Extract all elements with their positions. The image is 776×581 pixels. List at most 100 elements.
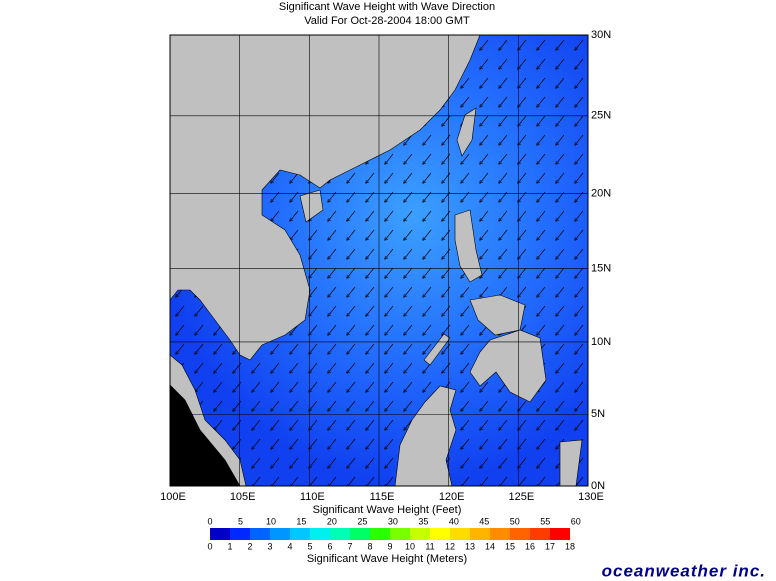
wave-arrow — [366, 343, 375, 354]
wave-arrow — [309, 267, 318, 278]
wave-arrow — [309, 381, 318, 392]
wave-arrow — [271, 362, 280, 373]
wave-arrow — [347, 248, 356, 259]
luzon — [454, 209, 483, 283]
wave-arrow — [461, 476, 470, 486]
land — [170, 35, 583, 486]
wave-arrow — [556, 210, 565, 221]
wave-arrow — [518, 267, 527, 278]
wave-arrow — [404, 267, 413, 278]
wave-arrow — [366, 400, 375, 411]
wave-arrow — [480, 77, 489, 88]
lat-tick-label: 30N — [591, 29, 611, 41]
wave-arrow — [366, 476, 375, 486]
feet-tick-label: 45 — [479, 516, 489, 526]
wave-arrow — [271, 400, 280, 411]
wave-arrow — [499, 172, 508, 183]
meter-tick-label: 3 — [267, 541, 272, 551]
wave-arrow — [328, 248, 337, 259]
wave-arrow — [347, 438, 356, 449]
wave-arrow — [518, 400, 527, 411]
meter-tick-label: 11 — [425, 541, 434, 551]
wave-arrow — [537, 324, 546, 335]
wave-arrow — [195, 305, 204, 316]
wave-arrow — [309, 400, 318, 411]
wave-arrow — [575, 248, 584, 259]
wave-arrow — [499, 39, 508, 50]
wave-arrow — [423, 324, 432, 335]
wave-arrow — [537, 210, 546, 221]
wave-arrow — [480, 286, 489, 297]
wave-arrow — [556, 400, 565, 411]
wave-arrow — [385, 267, 394, 278]
wave-arrow — [499, 476, 508, 486]
wave-arrow — [556, 172, 565, 183]
meter-tick-label: 7 — [347, 541, 352, 551]
wave-arrow — [537, 248, 546, 259]
colorbar-segment — [470, 528, 490, 540]
wave-arrow — [480, 476, 489, 486]
wave-arrow — [385, 210, 394, 221]
wave-arrow — [499, 134, 508, 145]
wave-arrow — [385, 248, 394, 259]
sulawesi — [559, 439, 583, 486]
wave-arrow — [556, 286, 565, 297]
wave-arrow — [423, 153, 432, 164]
meter-tick-label: 15 — [505, 541, 515, 551]
wave-arrow — [195, 381, 204, 392]
wave-arrow — [404, 172, 413, 183]
wave-arrow — [366, 324, 375, 335]
graticule — [170, 35, 588, 486]
wave-arrow — [423, 343, 432, 354]
meter-tick-label: 13 — [465, 541, 475, 551]
wave-arrow — [366, 172, 375, 183]
wave-arrow — [575, 324, 584, 335]
feet-tick-label: 20 — [327, 516, 337, 526]
wave-arrow — [556, 39, 565, 50]
wave-arrow — [556, 305, 565, 316]
meter-tick-label: 12 — [445, 541, 455, 551]
meters-title: Significant Wave Height (Meters) — [307, 553, 467, 565]
wave-arrow — [328, 419, 337, 430]
wave-arrow — [518, 419, 527, 430]
map-frame — [169, 34, 589, 487]
wave-arrow — [556, 362, 565, 373]
wave-arrow — [347, 172, 356, 183]
wave-arrow — [575, 343, 584, 354]
wave-arrow — [461, 324, 470, 335]
wave-arrow — [461, 381, 470, 392]
colorbar-segment — [530, 528, 550, 540]
wave-arrow — [347, 381, 356, 392]
wave-arrow — [252, 476, 261, 486]
wave-arrow — [328, 343, 337, 354]
wave-arrow — [461, 286, 470, 297]
wave-arrow — [347, 267, 356, 278]
wave-arrow — [537, 96, 546, 107]
wave-arrow — [518, 96, 527, 107]
wave-arrow — [195, 324, 204, 335]
feet-tick-label: 30 — [388, 516, 398, 526]
wave-arrow — [195, 343, 204, 354]
wave-arrow — [518, 134, 527, 145]
wave-arrow — [309, 305, 318, 316]
wave-arrow — [385, 362, 394, 373]
wave-arrow — [195, 362, 204, 373]
wave-arrow — [537, 457, 546, 468]
wave-arrow — [480, 248, 489, 259]
wave-arrow — [290, 381, 299, 392]
wave-arrow — [347, 457, 356, 468]
wave-arrow — [556, 248, 565, 259]
wave-arrow — [385, 419, 394, 430]
lon-tick-label: 105E — [230, 491, 256, 503]
wave-arrow — [499, 153, 508, 164]
wave-arrow — [385, 172, 394, 183]
wave-arrow — [556, 115, 565, 126]
wave-arrow — [518, 457, 527, 468]
wave-arrow — [499, 229, 508, 240]
wave-arrow — [480, 400, 489, 411]
wave-arrow — [385, 476, 394, 486]
wave-arrow — [518, 153, 527, 164]
wave-arrow — [309, 248, 318, 259]
wave-arrow — [214, 419, 223, 430]
wave-arrow — [480, 229, 489, 240]
